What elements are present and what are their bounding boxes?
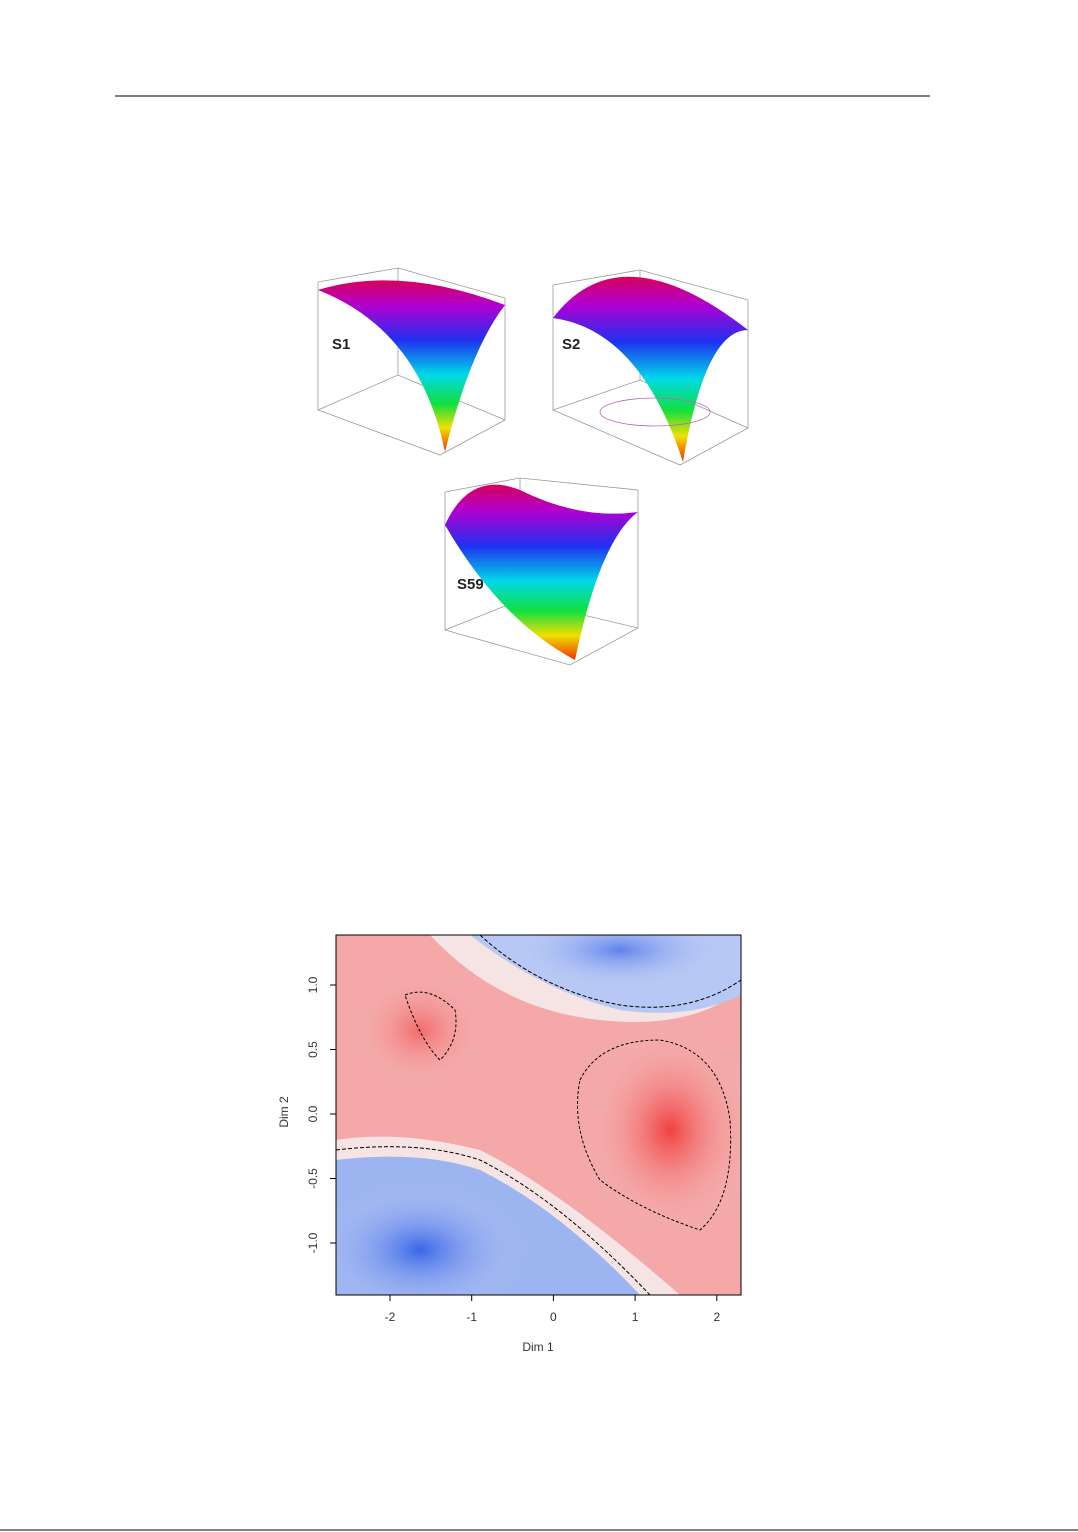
panel-label: S59 <box>457 576 484 593</box>
surface-panel: S1 <box>317 267 506 456</box>
x-tick-label: 2 <box>713 1310 720 1324</box>
y-axis-label: Dim 2 <box>277 1096 291 1128</box>
x-tick-label: 1 <box>632 1310 639 1324</box>
x-tick-label: -1 <box>466 1310 477 1324</box>
panel-label: S1 <box>332 336 350 353</box>
y-tick-label: -1.0 <box>306 1232 320 1253</box>
contour-map: -2 -1 0 1 2 1.0 0.5 0.0 -0.5 -1.0 Dim 1 Dim 2 <box>277 934 742 1354</box>
y-tick-label: 0.5 <box>306 1041 320 1058</box>
x-tick-label: -2 <box>385 1310 396 1324</box>
panel-label: S2 <box>562 336 580 353</box>
x-axis-label: Dim 1 <box>522 1340 554 1354</box>
surface <box>553 276 748 462</box>
y-tick-label: 0.0 <box>306 1105 320 1122</box>
surface-panel: S2 <box>552 269 749 466</box>
surface <box>445 484 638 660</box>
surface-panel: S59 <box>444 477 639 666</box>
y-tick-label: -0.5 <box>306 1168 320 1189</box>
x-tick-label: 0 <box>550 1310 557 1324</box>
y-tick-label: 1.0 <box>306 976 320 993</box>
surface <box>318 280 505 452</box>
